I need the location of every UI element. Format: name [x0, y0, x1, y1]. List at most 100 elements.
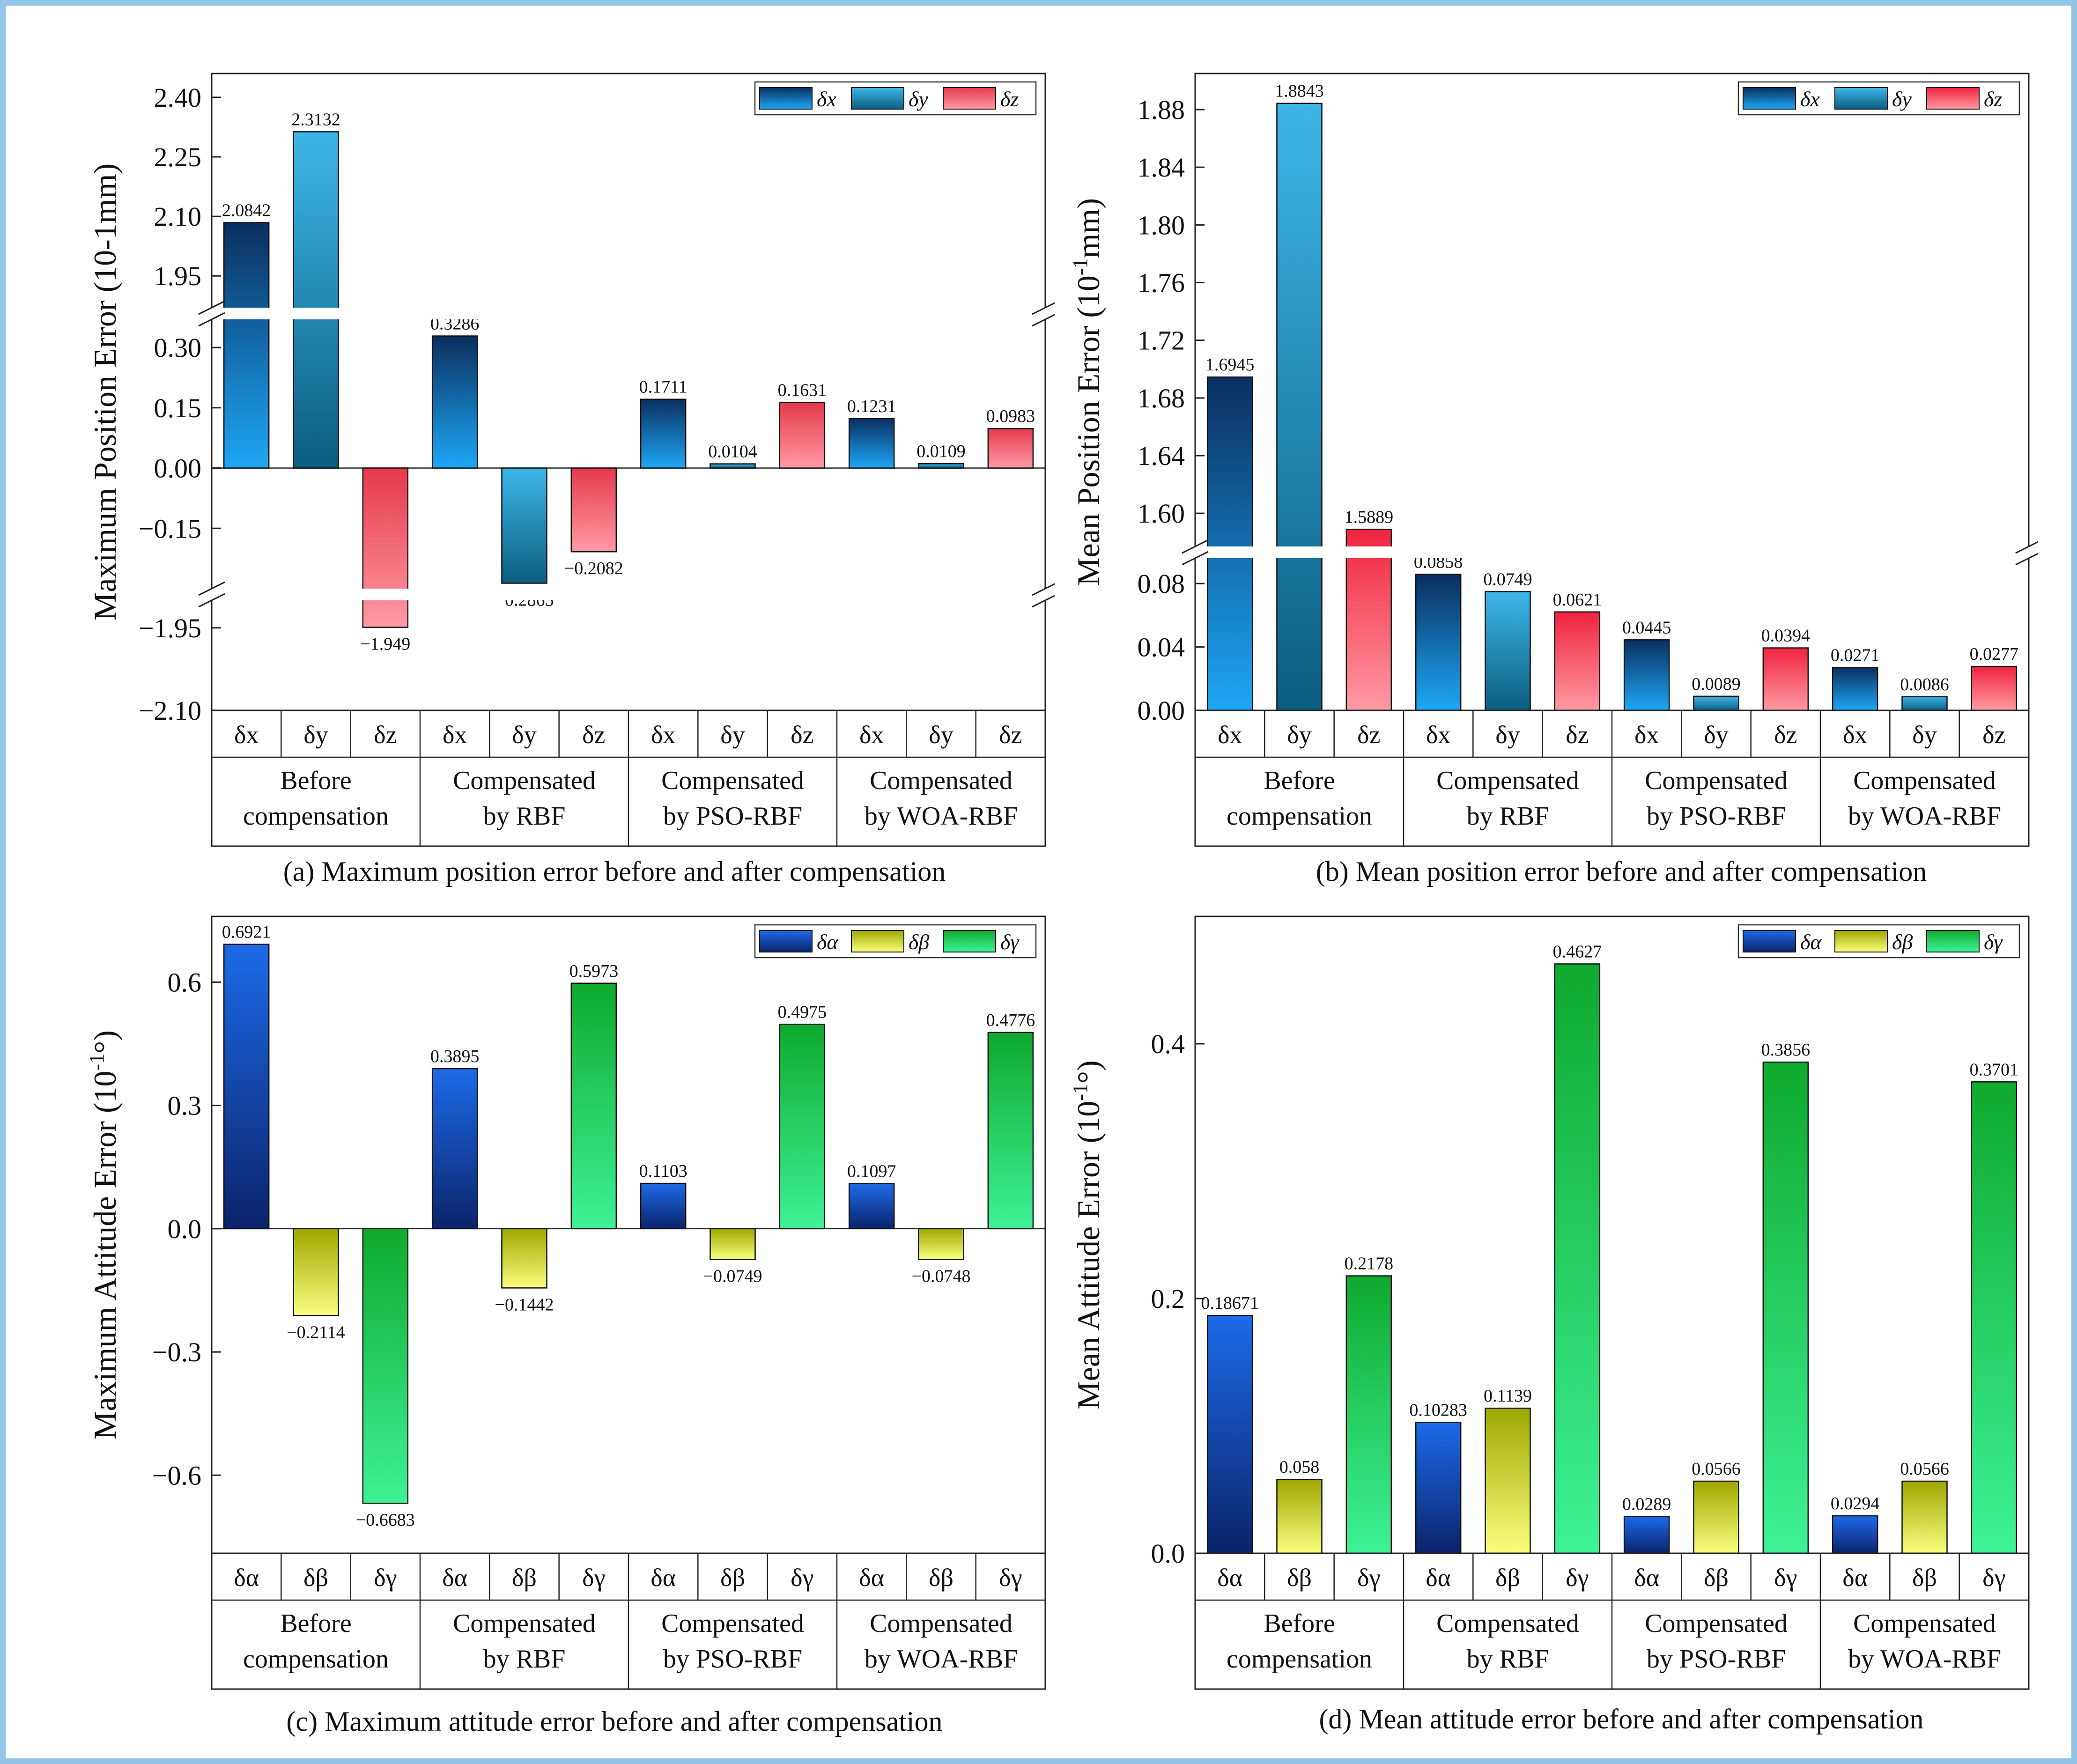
bar-value-label: 0.5973 [569, 961, 619, 981]
axis-break-mark [1032, 595, 1055, 608]
y-tick-label: 0.30 [154, 332, 202, 363]
category-label: δβ [1495, 1564, 1520, 1592]
bar-value-label: −0.2082 [564, 559, 623, 578]
legend-label: δy [1892, 87, 1912, 111]
y-tick-label: 1.80 [1138, 210, 1185, 240]
axis-break-gap [1196, 546, 2028, 558]
category-label: δy [1704, 721, 1728, 749]
category-label: δα [1426, 1564, 1451, 1592]
bar-value-label: −1.949 [360, 635, 410, 654]
bar-value-label: 2.0842 [222, 200, 271, 220]
y-tick-label: 2.25 [154, 142, 202, 172]
category-label: δy [720, 721, 745, 749]
category-label: δx [1634, 721, 1659, 749]
category-label: δγ [791, 1564, 813, 1592]
bar-b-4 [1485, 591, 1531, 711]
legend-swatch [851, 930, 904, 952]
axis-break-gap-edge [198, 308, 226, 319]
bar-value-label: 0.6921 [222, 923, 271, 942]
bar-a-10 [918, 463, 964, 469]
category-label: δγ [1357, 1564, 1380, 1592]
y-tick-label: 0.6 [168, 967, 202, 997]
axis-break-mark [1032, 583, 1055, 596]
caption-a: (a) Maximum position error before and af… [283, 856, 946, 887]
bar-d-2 [1345, 1275, 1392, 1554]
group-label: Compensated by PSO-RBF [661, 766, 804, 831]
legend-label: δx [1800, 87, 1820, 111]
y-tick-label: 1.84 [1138, 152, 1185, 183]
legend-label: δz [1000, 87, 1019, 111]
category-label: δα [650, 1564, 676, 1592]
bar-c-0 [223, 944, 270, 1230]
y-tick-label: −0.6 [152, 1460, 201, 1491]
category-label: δx [1426, 721, 1450, 749]
group-label: Compensated by PSO-RBF [1645, 766, 1788, 831]
bar-a-1 [293, 131, 339, 469]
bar-value-label: −0.2114 [287, 1322, 345, 1342]
group-label: Before compensation [243, 1609, 389, 1674]
category-label: δy [1495, 721, 1520, 749]
category-label: δβ [1912, 1564, 1937, 1592]
bar-c-6 [640, 1182, 687, 1230]
bar-c-10 [918, 1228, 964, 1260]
bar-value-label: 0.10283 [1409, 1400, 1467, 1420]
plot-frame [1194, 915, 2030, 1554]
axis-break-gap-edge [1181, 546, 1209, 558]
bar-value-label: 0.0104 [708, 442, 757, 462]
bar-a-2 [362, 467, 409, 628]
y-tick-label: 0.15 [154, 393, 202, 423]
y-tick-label: −0.15 [139, 513, 201, 544]
category-label: δz [1774, 721, 1797, 749]
legend-swatch [1834, 87, 1888, 110]
bar-b-2 [1345, 529, 1392, 711]
group-label: Compensated by RBF [1436, 766, 1579, 831]
category-label: δγ [374, 1564, 397, 1592]
bar-c-7 [710, 1228, 756, 1260]
bar-d-4 [1485, 1407, 1531, 1554]
bar-value-label: 1.8843 [1275, 81, 1324, 101]
axis-break-mark [1032, 314, 1055, 327]
category-label: δy [1912, 721, 1937, 749]
category-label: δy [1287, 721, 1311, 749]
bar-d-8 [1762, 1061, 1809, 1554]
bar-value-label: −0.0748 [912, 1266, 971, 1286]
axis-break-mark [1032, 302, 1055, 315]
legend-swatch [851, 87, 904, 110]
bar-value-label: 0.1231 [847, 397, 896, 416]
group-label: Compensated by RBF [453, 766, 596, 831]
bar-value-label: −0.0749 [703, 1267, 762, 1286]
bar-a-6 [640, 399, 687, 469]
category-label: δz [791, 721, 813, 749]
bar-b-5 [1554, 611, 1601, 711]
bar-value-label: 0.3895 [430, 1047, 480, 1066]
y-tick-label: 0.04 [1138, 632, 1185, 663]
caption-c: (c) Maximum attitude error before and af… [286, 1706, 943, 1737]
y-tick-label: 0.3 [168, 1091, 202, 1121]
y-tick-label: −2.10 [139, 695, 201, 726]
caption-d: (d) Mean attitude error before and after… [1319, 1704, 1924, 1734]
category-label: δα [442, 1564, 467, 1592]
chart-max-attitude-error: −0.6 −0.3 0.0 0.3 0.6 0.6921 −0.2114 −0.6683 0.3… [85, 915, 1046, 1690]
bar-d-7 [1693, 1480, 1739, 1554]
category-label: δy [512, 721, 536, 749]
bar-b-11 [1971, 665, 2018, 711]
category-label: δz [374, 721, 397, 749]
category-label: δz [1357, 721, 1380, 749]
category-label: δx [1843, 721, 1867, 749]
bar-d-11 [1971, 1081, 2018, 1554]
bar-c-8 [779, 1024, 826, 1230]
category-label: δx [1218, 721, 1242, 749]
legend-swatch [759, 930, 813, 952]
bar-value-label: 0.0089 [1692, 674, 1741, 694]
bar-value-label: 0.1631 [778, 381, 827, 400]
group-label: Before compensation [1227, 1609, 1372, 1674]
category-label: δγ [1774, 1564, 1797, 1592]
category-label: δz [999, 721, 1022, 749]
legend-swatch [1743, 930, 1796, 952]
bar-d-5 [1554, 963, 1601, 1554]
bar-value-label: 0.1097 [847, 1162, 896, 1181]
axis-break-mark [1182, 551, 1209, 566]
y-tick-label: 0.08 [1138, 568, 1185, 599]
y-tick-label: 1.64 [1138, 441, 1185, 471]
bar-value-label: 0.0394 [1761, 626, 1811, 646]
